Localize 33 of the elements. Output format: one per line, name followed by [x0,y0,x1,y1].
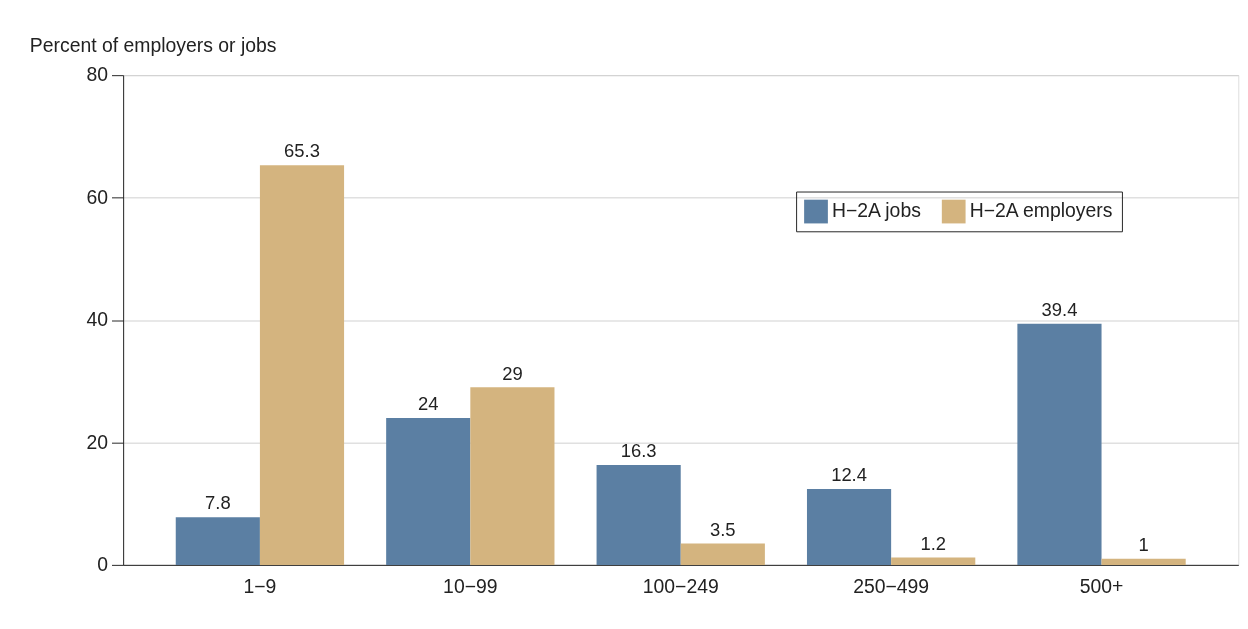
data-label: 65.3 [284,140,320,162]
bar [1101,558,1186,565]
y-tick-label: 60 [86,185,109,208]
data-label: 29 [502,362,523,384]
bar [680,543,765,565]
y-tick-label: 40 [86,308,109,331]
x-tick-label: 10−99 [443,574,498,597]
y-tick-label: 80 [86,63,109,86]
bar [470,387,555,565]
x-tick-label: 1−9 [243,574,277,597]
bar [1017,323,1102,565]
bar [175,517,260,565]
data-label: 1 [1138,534,1149,555]
bar [386,417,471,565]
data-label: 7.8 [205,492,231,514]
x-tick-label: 100−249 [642,574,719,597]
bar [806,488,892,565]
data-label: 24 [418,393,439,415]
bar [259,165,345,565]
data-label: 3.5 [710,518,736,540]
y-tick-label: 0 [97,553,109,576]
bar [891,557,976,565]
bar [596,465,681,565]
data-label: 12.4 [831,464,867,486]
x-tick-label: 250−499 [853,574,930,597]
x-tick-label: 500+ [1079,574,1124,597]
data-label: 16.3 [620,440,657,462]
legend-label: H−2A jobs [832,199,921,222]
y-axis-title: Percent of employers or jobs [29,33,277,56]
y-tick-label: 20 [86,430,109,453]
data-label: 39.4 [1041,298,1078,320]
data-label: 1.2 [920,532,947,554]
legend-label: H−2A employers [969,199,1113,222]
